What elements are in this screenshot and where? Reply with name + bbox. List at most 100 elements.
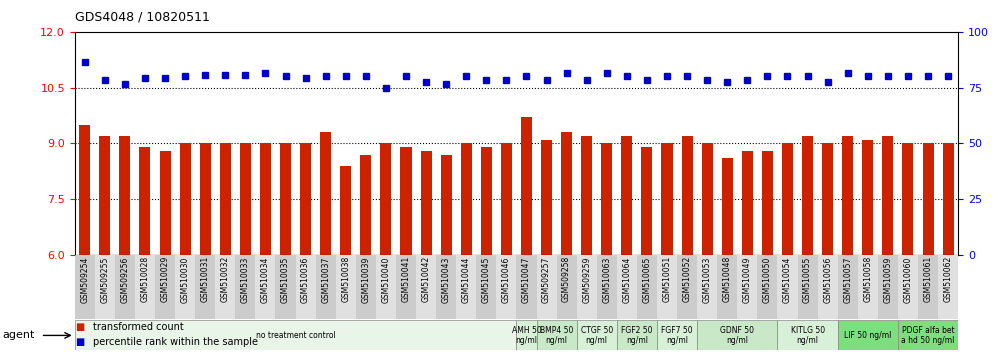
Bar [416,255,436,319]
Bar [159,151,170,255]
Text: GSM510039: GSM510039 [362,256,371,303]
Text: GSM510035: GSM510035 [281,256,290,303]
Text: GSM510065: GSM510065 [642,256,651,303]
Text: GSM510048: GSM510048 [723,256,732,302]
Bar [677,255,697,319]
Text: GSM510063: GSM510063 [603,256,612,303]
Text: FGF2 50
ng/ml: FGF2 50 ng/ml [622,326,652,345]
Text: GSM510057: GSM510057 [844,256,853,303]
Text: GSM510042: GSM510042 [421,256,430,302]
Bar [582,136,593,255]
Text: GSM510049: GSM510049 [743,256,752,303]
Bar [235,255,255,319]
Bar [597,255,617,319]
Bar [134,255,155,319]
Bar [537,255,557,319]
Bar [516,255,537,319]
Text: no treatment control: no treatment control [256,331,336,340]
Bar [400,147,411,255]
Text: GSM510038: GSM510038 [342,256,351,302]
Text: ■: ■ [75,337,84,347]
Bar [195,255,215,319]
Bar [356,255,375,319]
Text: GSM509258: GSM509258 [562,256,571,302]
Bar [320,132,332,255]
Bar [838,320,898,350]
Bar [100,136,111,255]
Bar [918,255,938,319]
Bar [95,255,115,319]
Bar [215,255,235,319]
Text: GSM510030: GSM510030 [180,256,189,303]
Text: BMP4 50
ng/ml: BMP4 50 ng/ml [540,326,574,345]
Bar [75,255,95,319]
Bar [75,320,516,350]
Bar [681,136,692,255]
Text: GSM510040: GSM510040 [381,256,390,303]
Text: LIF 50 ng/ml: LIF 50 ng/ml [845,331,891,340]
Text: GSM509257: GSM509257 [542,256,551,303]
Text: GSM510064: GSM510064 [622,256,631,303]
Text: GSM510062: GSM510062 [943,256,952,302]
Text: GSM509254: GSM509254 [81,256,90,303]
Bar [260,143,271,255]
Text: GSM510058: GSM510058 [864,256,872,302]
Bar [577,320,617,350]
Text: ■: ■ [75,322,84,332]
Bar [737,255,757,319]
Bar [496,255,516,319]
Text: GDNF 50
ng/ml: GDNF 50 ng/ml [720,326,754,345]
Bar [199,143,211,255]
Text: GSM510046: GSM510046 [502,256,511,303]
Bar [255,255,276,319]
Bar [778,320,838,350]
Text: GSM510043: GSM510043 [441,256,450,303]
Bar [838,255,858,319]
Bar [380,143,391,255]
Bar [361,155,372,255]
Bar [577,255,597,319]
Bar [843,136,854,255]
Text: GSM509255: GSM509255 [101,256,110,303]
Bar [863,140,873,255]
Bar [697,255,717,319]
Text: GSM510034: GSM510034 [261,256,270,303]
Bar [115,255,134,319]
Bar [561,132,572,255]
Bar [461,143,472,255]
Text: GSM510033: GSM510033 [241,256,250,303]
Text: GSM509256: GSM509256 [121,256,129,303]
Bar [657,320,697,350]
Text: agent: agent [2,330,35,341]
Bar [942,143,953,255]
Bar [375,255,396,319]
Bar [822,143,834,255]
Bar [617,255,636,319]
Bar [537,320,577,350]
Text: GSM510053: GSM510053 [702,256,712,303]
Bar [882,136,893,255]
Text: AMH 50
ng/ml: AMH 50 ng/ml [512,326,542,345]
Bar [296,255,316,319]
Bar [316,255,336,319]
Bar [501,143,512,255]
Bar [516,320,537,350]
Text: KITLG 50
ng/ml: KITLG 50 ng/ml [791,326,825,345]
Bar [717,255,737,319]
Bar [179,143,190,255]
Text: GSM510029: GSM510029 [160,256,169,302]
Bar [818,255,838,319]
Bar [541,140,552,255]
Bar [938,255,958,319]
Text: GSM510044: GSM510044 [462,256,471,303]
Bar [722,158,733,255]
Bar [240,143,251,255]
Bar [557,255,577,319]
Bar [782,143,793,255]
Text: FGF7 50
ng/ml: FGF7 50 ng/ml [661,326,693,345]
Text: CTGF 50
ng/ml: CTGF 50 ng/ml [581,326,613,345]
Bar [898,320,958,350]
Bar [336,255,356,319]
Bar [902,143,913,255]
Bar [701,143,713,255]
